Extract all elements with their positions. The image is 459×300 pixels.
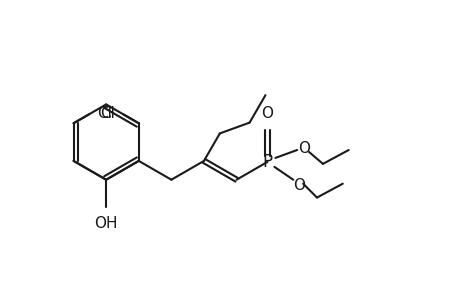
Text: P: P <box>262 153 272 171</box>
Text: Cl: Cl <box>100 106 115 121</box>
Text: O: O <box>292 178 304 193</box>
Text: OH: OH <box>94 216 118 231</box>
Text: O: O <box>297 140 309 155</box>
Text: O: O <box>261 106 273 121</box>
Text: Cl: Cl <box>97 106 112 121</box>
